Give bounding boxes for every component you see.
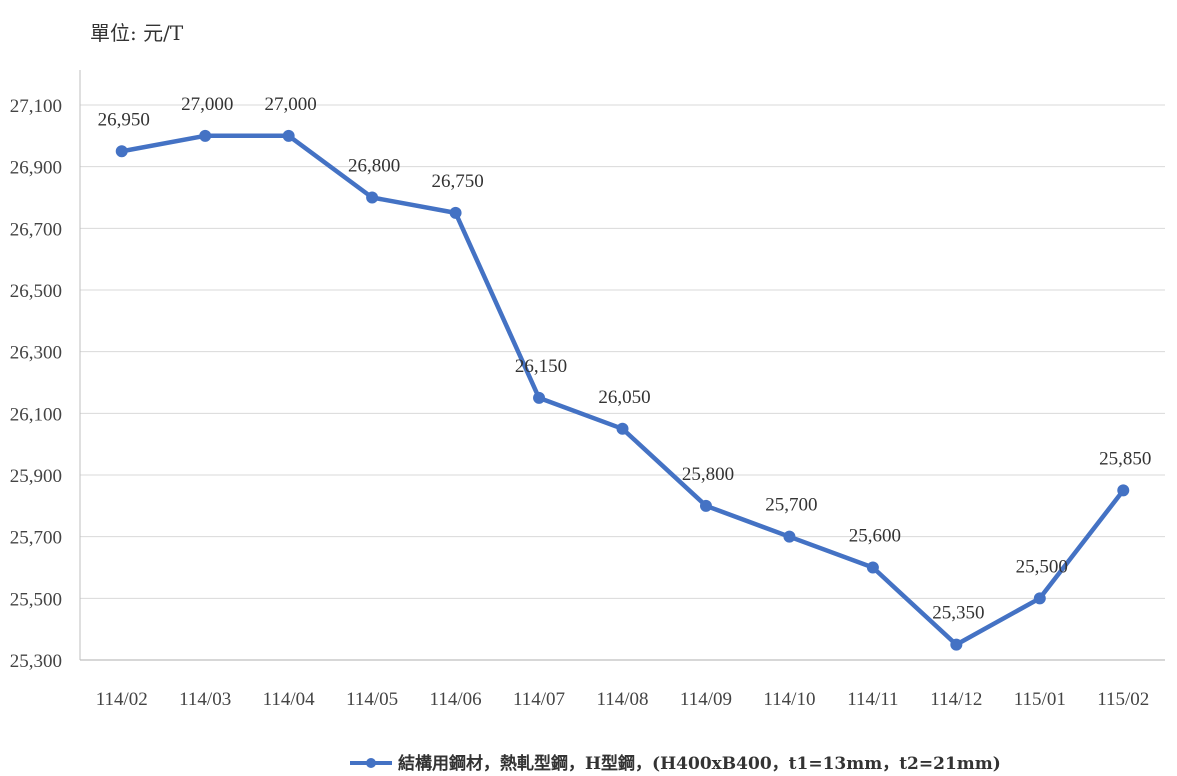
data-label: 26,150 — [515, 356, 567, 377]
y-tick-label: 25,500 — [10, 589, 62, 610]
data-point — [783, 530, 796, 543]
data-point — [282, 129, 295, 142]
x-tick-label: 114/02 — [96, 689, 148, 710]
x-tick-label: 114/03 — [179, 689, 231, 710]
y-tick-label: 26,100 — [10, 404, 62, 425]
data-label: 26,050 — [598, 387, 650, 408]
data-label: 25,600 — [849, 526, 901, 547]
x-tick-label: 114/12 — [930, 689, 982, 710]
data-label: 26,750 — [431, 171, 483, 192]
x-axis-tick-labels: 114/02 114/03 114/04 114/05 114/06 114/07 114/… — [96, 689, 1150, 710]
legend-series-label: 結構用鋼材，熱軋型鋼，H型鋼，(H400xB400，t1=13mm，t2=21m… — [398, 753, 1001, 774]
data-label: 26,950 — [98, 109, 150, 130]
y-tick-label: 27,100 — [10, 96, 62, 117]
legend: 結構用鋼材，熱軋型鋼，H型鋼，(H400xB400，t1=13mm，t2=21m… — [350, 753, 1001, 774]
data-point — [950, 638, 963, 651]
data-label: 25,800 — [682, 464, 734, 485]
data-point — [115, 145, 128, 158]
data-label: 27,000 — [265, 94, 317, 115]
series-group — [115, 129, 1130, 651]
x-tick-label: 115/02 — [1097, 689, 1149, 710]
data-point — [366, 191, 379, 204]
y-axis-tick-labels: 25,300 25,500 25,700 25,900 26,100 26,300 26,5… — [10, 96, 62, 672]
gridlines — [80, 104, 1165, 599]
data-label: 25,850 — [1099, 448, 1151, 469]
data-point — [616, 422, 629, 435]
x-tick-label: 114/10 — [763, 689, 815, 710]
data-label: 26,800 — [348, 156, 400, 177]
data-labels: 26,950 27,000 27,000 26,800 26,750 26,150 26,0… — [98, 94, 1152, 624]
data-point — [533, 391, 546, 404]
x-tick-label: 115/01 — [1014, 689, 1066, 710]
data-label: 25,700 — [765, 495, 817, 516]
y-tick-label: 26,700 — [10, 219, 62, 240]
data-label: 27,000 — [181, 94, 233, 115]
y-tick-label: 25,700 — [10, 528, 62, 549]
y-tick-label: 26,900 — [10, 158, 62, 179]
y-tick-label: 26,300 — [10, 343, 62, 364]
data-point — [449, 206, 462, 219]
data-point — [699, 499, 712, 512]
unit-label: 單位: 元/T — [90, 21, 184, 45]
y-tick-label: 26,500 — [10, 281, 62, 302]
axes — [79, 70, 1165, 661]
y-tick-label: 25,300 — [10, 651, 62, 672]
x-tick-label: 114/08 — [596, 689, 648, 710]
data-point — [1117, 484, 1130, 497]
legend-point-marker — [366, 758, 376, 768]
data-point — [1033, 592, 1046, 605]
data-label: 25,350 — [932, 603, 984, 624]
x-tick-label: 114/05 — [346, 689, 398, 710]
x-tick-label: 114/11 — [847, 689, 898, 710]
data-point — [199, 129, 212, 142]
data-point — [866, 561, 879, 574]
x-tick-label: 114/04 — [263, 689, 316, 710]
x-tick-label: 114/07 — [513, 689, 565, 710]
x-tick-label: 114/06 — [430, 689, 482, 710]
y-tick-label: 25,900 — [10, 466, 62, 487]
data-label: 25,500 — [1016, 556, 1068, 577]
x-tick-label: 114/09 — [680, 689, 732, 710]
